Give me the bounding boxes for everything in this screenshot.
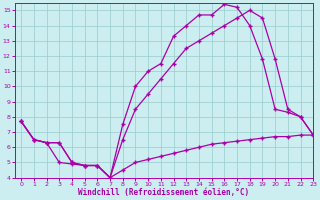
X-axis label: Windchill (Refroidissement éolien,°C): Windchill (Refroidissement éolien,°C) [78,188,250,197]
